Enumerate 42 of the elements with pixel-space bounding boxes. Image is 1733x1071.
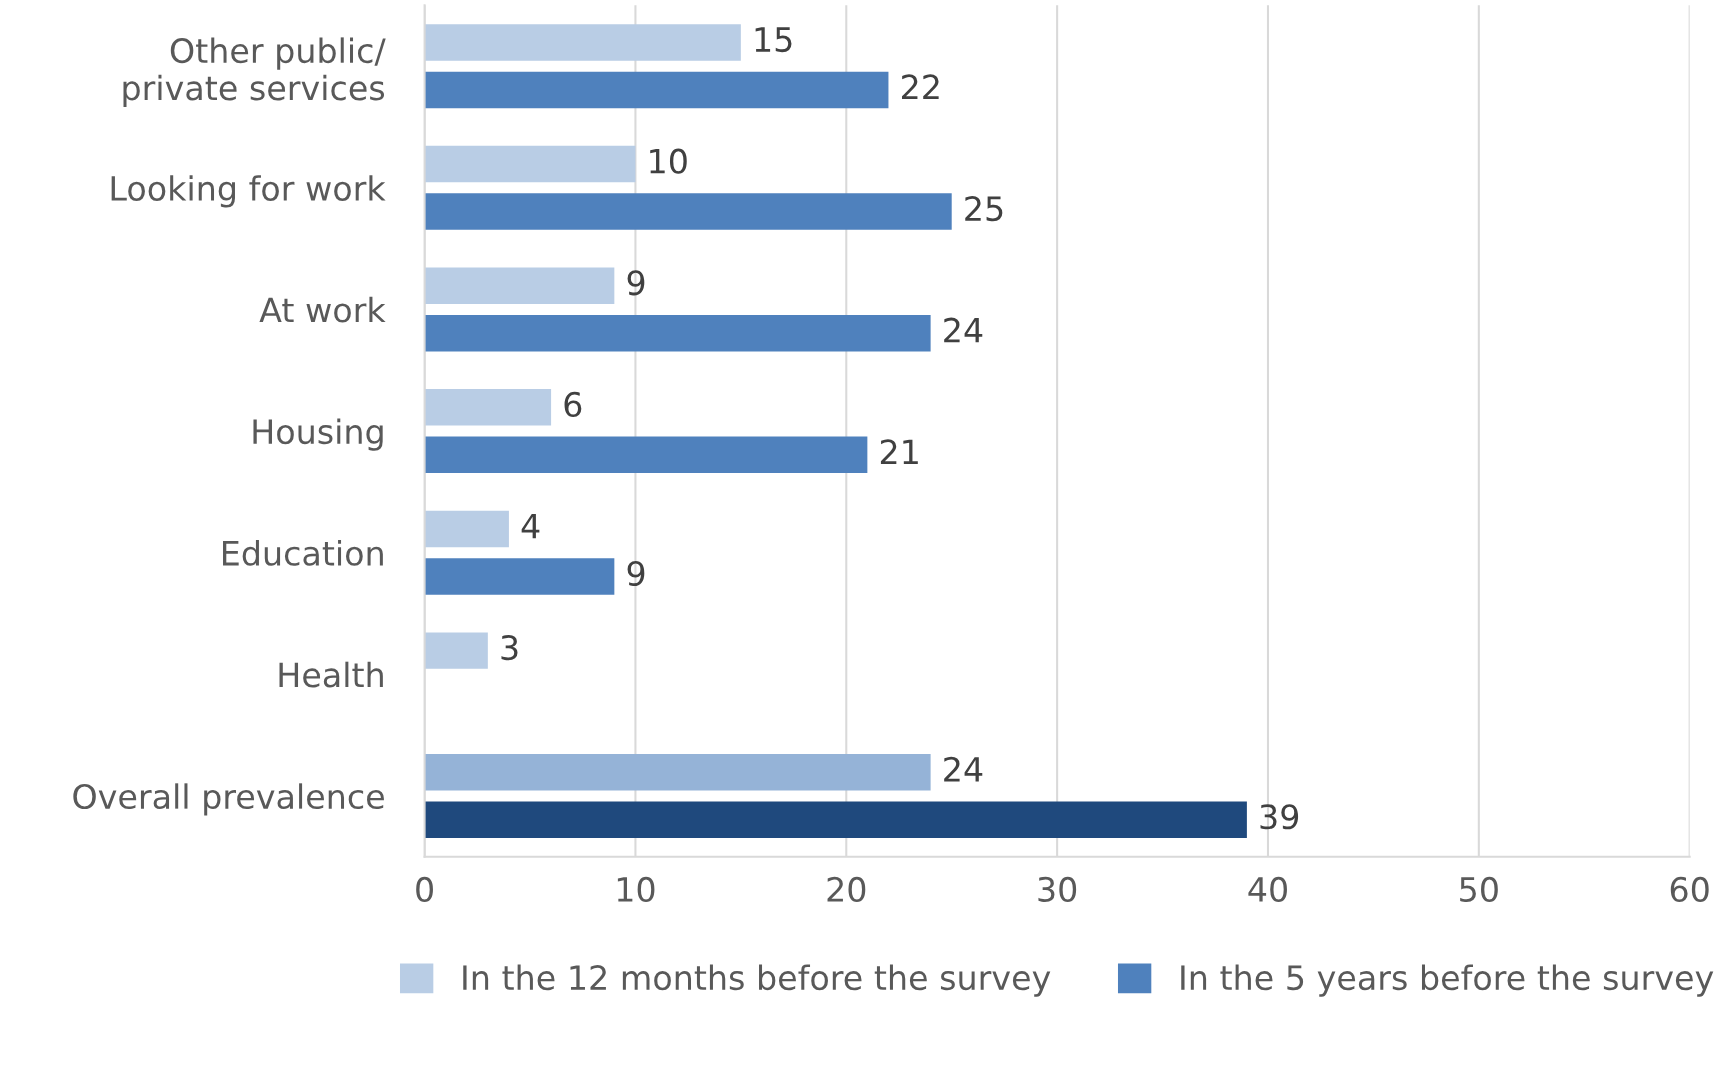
y-tick-label: Housing <box>253 418 383 451</box>
bar <box>424 510 509 548</box>
bar <box>424 193 952 230</box>
bar <box>424 71 889 109</box>
data-label: 9 <box>627 270 645 296</box>
x-tick-label: 50 <box>1460 876 1498 903</box>
data-label: 24 <box>944 756 983 782</box>
y-tick-label: Other public/ private services <box>123 37 386 107</box>
bar <box>424 389 552 426</box>
x-tick-label: 10 <box>617 876 655 903</box>
legend-label: In the 12 months before the survey <box>463 964 1051 997</box>
x-tick-label: 20 <box>827 876 866 903</box>
y-tick-label: Education <box>223 540 383 566</box>
y-tick-label: Looking for work <box>111 175 386 208</box>
data-label: 4 <box>521 513 540 539</box>
bar <box>424 145 636 183</box>
data-label: 24 <box>944 317 983 343</box>
data-label: 21 <box>880 439 918 464</box>
x-tick-label: 30 <box>1038 876 1077 903</box>
x-tick-label: 40 <box>1248 876 1287 903</box>
legend-label: In the 5 years before the survey <box>1181 964 1714 997</box>
y-tick-label: Overall prevalence <box>73 783 384 816</box>
data-label: 3 <box>501 635 518 661</box>
y-tick-label: At work <box>259 296 386 323</box>
bar <box>424 436 868 474</box>
bar <box>424 754 931 791</box>
data-label: 10 <box>650 148 687 174</box>
data-label: 22 <box>902 74 939 100</box>
x-tick-label: 60 <box>1670 876 1709 903</box>
data-label: 39 <box>1260 804 1299 830</box>
bar <box>424 558 615 595</box>
bar <box>424 267 615 304</box>
data-label: 15 <box>755 27 792 53</box>
data-label: 6 <box>564 391 582 418</box>
y-tick-label: Health <box>279 661 383 688</box>
bar <box>424 24 741 61</box>
bar <box>424 632 488 669</box>
data-label: 9 <box>627 560 645 587</box>
data-label: 25 <box>965 195 1003 222</box>
bar <box>424 314 931 352</box>
x-tick-label: 0 <box>416 876 433 903</box>
bar <box>424 801 1247 838</box>
